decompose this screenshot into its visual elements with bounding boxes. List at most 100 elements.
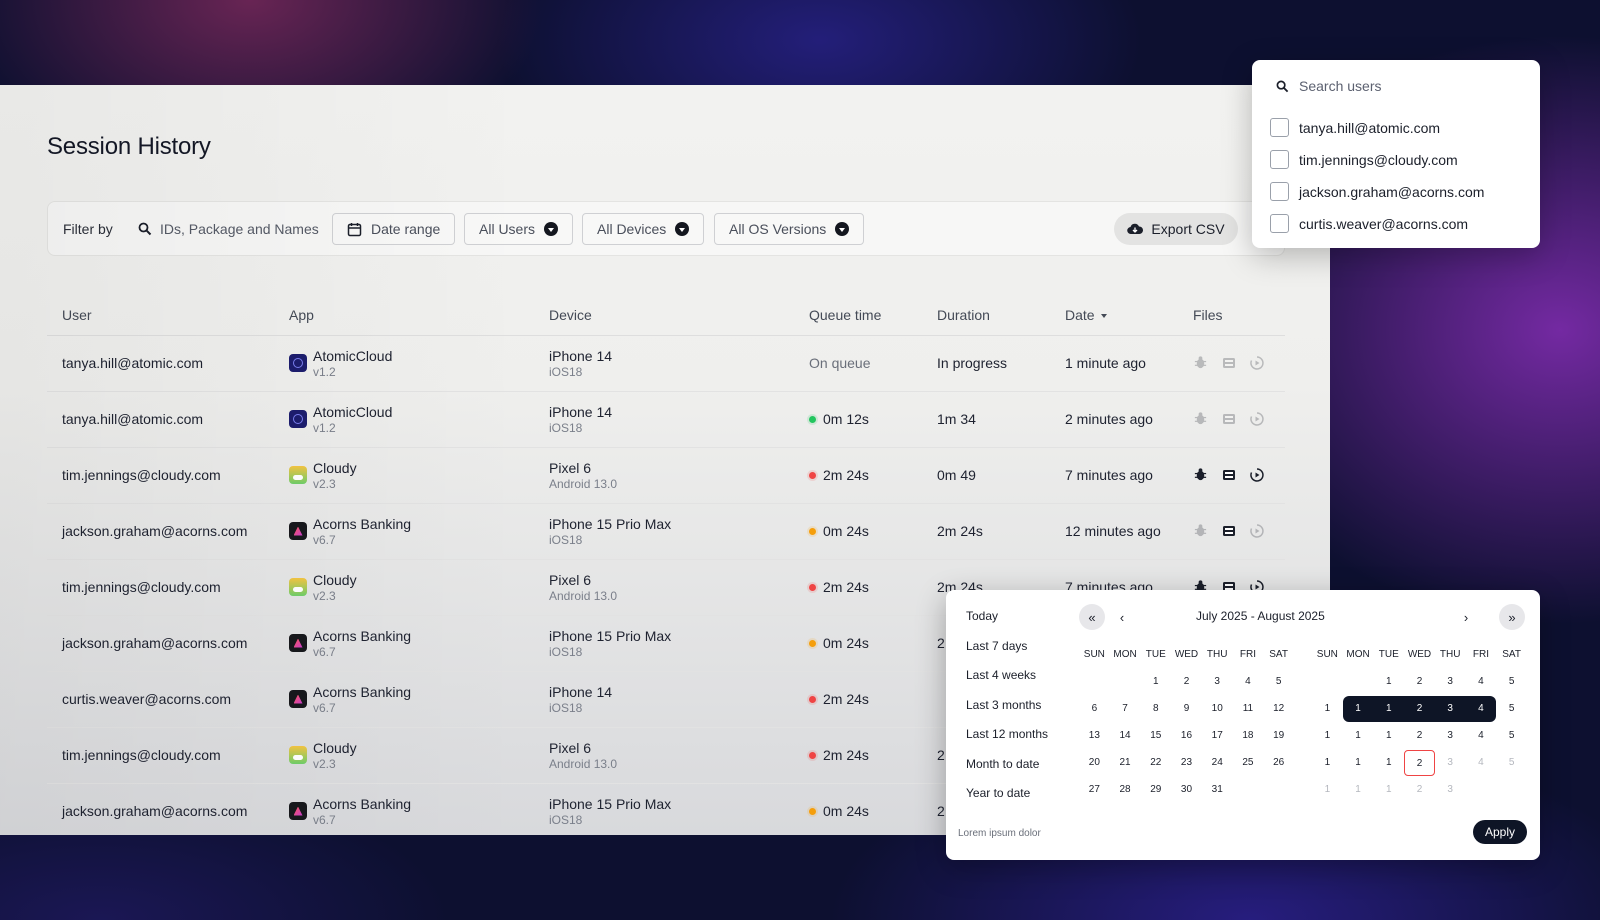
calendar-day[interactable]: 1 <box>1342 695 1374 722</box>
calendar-day[interactable]: 19 <box>1273 729 1285 741</box>
calendar-day[interactable]: 25 <box>1242 756 1254 768</box>
calendar-day[interactable]: 4 <box>1478 756 1484 768</box>
calendar-day[interactable]: 16 <box>1180 729 1193 741</box>
calendar-day[interactable]: 2 <box>1416 675 1423 687</box>
calendar-day[interactable]: 30 <box>1180 783 1193 795</box>
users-filter-button[interactable]: All Users <box>464 213 574 245</box>
table-row[interactable]: tanya.hill@atomic.com AtomicCloud v1.2 iPho… <box>47 335 1285 392</box>
user-option[interactable]: jackson.graham@acorns.com <box>1270 182 1484 201</box>
checkbox[interactable] <box>1270 150 1289 169</box>
table-row[interactable]: tim.jennings@cloudy.com Cloudy v2.3 Pixel 6… <box>47 447 1285 504</box>
calendar-day[interactable]: 27 <box>1088 783 1100 795</box>
calendar-day[interactable]: 28 <box>1119 783 1131 795</box>
table-row[interactable]: tanya.hill@atomic.com AtomicCloud v1.2 iPho… <box>47 391 1285 448</box>
date-range-button[interactable]: Date range <box>332 213 456 245</box>
user-search-input[interactable]: Search users <box>1276 78 1381 94</box>
calendar-day[interactable]: 1 <box>1355 756 1361 768</box>
column-header-user[interactable]: User <box>47 295 274 336</box>
checkbox[interactable] <box>1270 182 1289 201</box>
preset-today[interactable]: Today <box>966 609 999 623</box>
calendar-day[interactable]: 1 <box>1386 783 1392 795</box>
calendar-day[interactable]: 5 <box>1508 702 1515 714</box>
calendar-day[interactable]: 26 <box>1273 756 1285 768</box>
preset-last-7-days[interactable]: Last 7 days <box>966 638 1028 653</box>
column-header-app[interactable]: App <box>274 295 534 336</box>
calendar-day[interactable]: 3 <box>1447 675 1453 687</box>
replay-icon[interactable] <box>1249 467 1265 483</box>
preset-last-3-months[interactable]: Last 3 months <box>966 697 1042 712</box>
calendar-day[interactable]: 1 <box>1324 756 1331 768</box>
calendar-day[interactable]: 4 <box>1478 729 1484 741</box>
devices-filter-button[interactable]: All Devices <box>582 213 705 245</box>
calendar-day[interactable]: 10 <box>1211 702 1223 714</box>
calendar-day[interactable]: 11 <box>1242 702 1254 714</box>
calendar-day[interactable]: 15 <box>1150 729 1162 741</box>
next-year-button[interactable]: » <box>1499 604 1525 630</box>
bug-icon[interactable] <box>1193 579 1209 595</box>
calendar-day[interactable]: 3 <box>1447 783 1453 795</box>
calendar-day[interactable]: 1 <box>1153 675 1159 687</box>
calendar-day[interactable]: 1 <box>1355 783 1361 795</box>
calendar-day[interactable]: 4 <box>1245 675 1251 687</box>
calendar-day[interactable]: 3 <box>1447 756 1453 768</box>
calendar-day[interactable]: 12 <box>1273 702 1285 714</box>
calendar-day[interactable]: 2 <box>1416 783 1423 795</box>
preset-last-12-months[interactable]: Last 12 months <box>966 727 1049 741</box>
calendar-day[interactable]: 9 <box>1183 702 1190 714</box>
column-header-duration[interactable]: Duration <box>922 295 1050 336</box>
calendar-day[interactable]: 2 <box>1183 675 1190 687</box>
calendar-day[interactable]: 1 <box>1386 675 1392 687</box>
calendar-day[interactable]: 2 <box>1404 749 1435 776</box>
calendar-day[interactable]: 18 <box>1242 729 1254 741</box>
checkbox[interactable] <box>1270 214 1289 233</box>
prev-year-button[interactable]: « <box>1079 604 1105 630</box>
calendar-day[interactable]: 14 <box>1119 729 1131 741</box>
calendar-day[interactable]: 24 <box>1211 756 1223 768</box>
export-csv-button[interactable]: Export CSV <box>1114 213 1238 245</box>
calendar-day[interactable]: 5 <box>1508 729 1515 741</box>
bug-icon[interactable] <box>1193 467 1209 483</box>
column-header-queue-time[interactable]: Queue time <box>794 295 922 336</box>
log-file-icon[interactable] <box>1221 523 1237 539</box>
calendar-day[interactable]: 7 <box>1122 702 1128 714</box>
os-versions-filter-button[interactable]: All OS Versions <box>714 213 865 245</box>
calendar-day[interactable]: 8 <box>1153 702 1159 714</box>
calendar-day[interactable]: 23 <box>1180 756 1193 768</box>
calendar-day[interactable]: 1 <box>1373 695 1405 722</box>
user-option[interactable]: tanya.hill@atomic.com <box>1270 118 1440 137</box>
next-month-button[interactable]: › <box>1453 604 1479 630</box>
calendar-day[interactable]: 1 <box>1386 756 1392 768</box>
calendar-day[interactable]: 1 <box>1324 729 1331 741</box>
calendar-day[interactable]: 5 <box>1508 675 1515 687</box>
calendar-day[interactable]: 3 <box>1434 695 1466 722</box>
column-header-device[interactable]: Device <box>534 295 794 336</box>
table-row[interactable]: jackson.graham@acorns.com Acorns Banking v… <box>47 503 1285 560</box>
filter-search[interactable]: IDs, Package and Names <box>138 214 319 244</box>
checkbox[interactable] <box>1270 118 1289 137</box>
calendar-day[interactable]: 5 <box>1275 675 1282 687</box>
calendar-day[interactable]: 29 <box>1150 783 1162 795</box>
calendar-day[interactable]: 4 <box>1478 675 1484 687</box>
user-option[interactable]: tim.jennings@cloudy.com <box>1270 150 1458 169</box>
preset-year-to-date[interactable]: Year to date <box>966 786 1031 800</box>
calendar-day[interactable]: 3 <box>1447 729 1453 741</box>
calendar-day[interactable]: 22 <box>1150 756 1162 768</box>
calendar-day[interactable]: 17 <box>1211 729 1223 741</box>
prev-month-button[interactable]: ‹ <box>1109 604 1135 630</box>
calendar-day[interactable]: 1 <box>1355 729 1361 741</box>
preset-month-to-date[interactable]: Month to date <box>966 756 1040 771</box>
calendar-day[interactable]: 20 <box>1088 756 1100 768</box>
apply-button[interactable]: Apply <box>1473 820 1527 844</box>
calendar-day[interactable]: 1 <box>1386 729 1392 741</box>
calendar-day[interactable]: 13 <box>1088 729 1100 741</box>
calendar-day[interactable]: 2 <box>1416 729 1423 741</box>
column-header-date[interactable]: Date <box>1050 295 1178 336</box>
calendar-day[interactable]: 1 <box>1324 783 1331 795</box>
calendar-day[interactable]: 1 <box>1324 702 1331 714</box>
log-file-icon[interactable] <box>1221 467 1237 483</box>
calendar-day[interactable]: 31 <box>1211 783 1223 795</box>
calendar-day[interactable]: 21 <box>1119 756 1131 768</box>
calendar-day[interactable]: 4 <box>1465 695 1497 722</box>
calendar-day[interactable]: 2 <box>1404 695 1435 722</box>
calendar-day[interactable]: 3 <box>1214 675 1220 687</box>
